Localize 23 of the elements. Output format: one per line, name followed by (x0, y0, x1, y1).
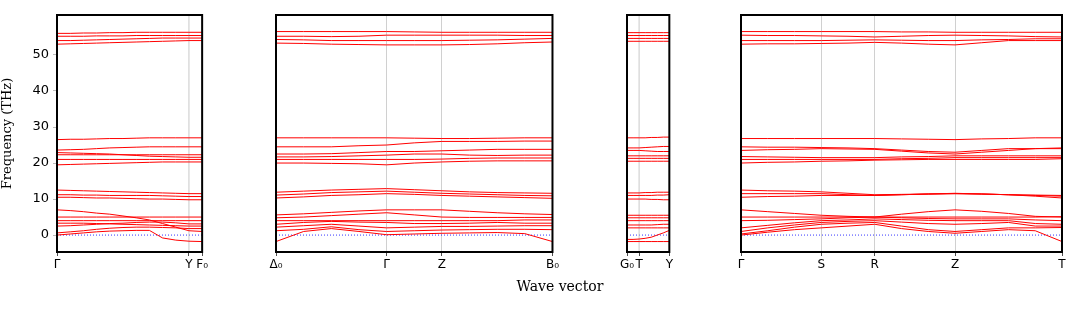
x-tick-label: G₀ (619, 257, 635, 272)
x-tick-label: Γ (53, 257, 61, 272)
x-tick-label: Z (950, 257, 960, 272)
x-tick-label: Γ (737, 257, 745, 272)
y-tick-label: 30 (32, 118, 49, 134)
x-axis-title: Wave vector (515, 278, 605, 294)
x-tick-label: Y (664, 257, 674, 272)
y-tick-label: 20 (32, 154, 49, 170)
y-tick-label: 40 (32, 82, 49, 98)
y-tick-label: 50 (32, 46, 49, 62)
x-tick-label: T (634, 257, 644, 272)
x-tick-label: R (870, 257, 879, 272)
y-axis-title: Frequency (THz) (0, 77, 15, 190)
x-tick-label: Y (184, 257, 194, 272)
x-tick-label: T (1057, 257, 1067, 272)
y-tick-label: 10 (32, 190, 49, 206)
x-tick-label: S (817, 257, 826, 272)
x-tick-label: F₀ (196, 257, 209, 272)
y-tick-label: 0 (40, 226, 49, 242)
x-tick-label: Γ (383, 257, 391, 272)
x-tick-label: Δ₀ (269, 257, 283, 272)
x-tick-label: Z (437, 257, 446, 272)
x-tick-label: B₀ (545, 257, 560, 272)
